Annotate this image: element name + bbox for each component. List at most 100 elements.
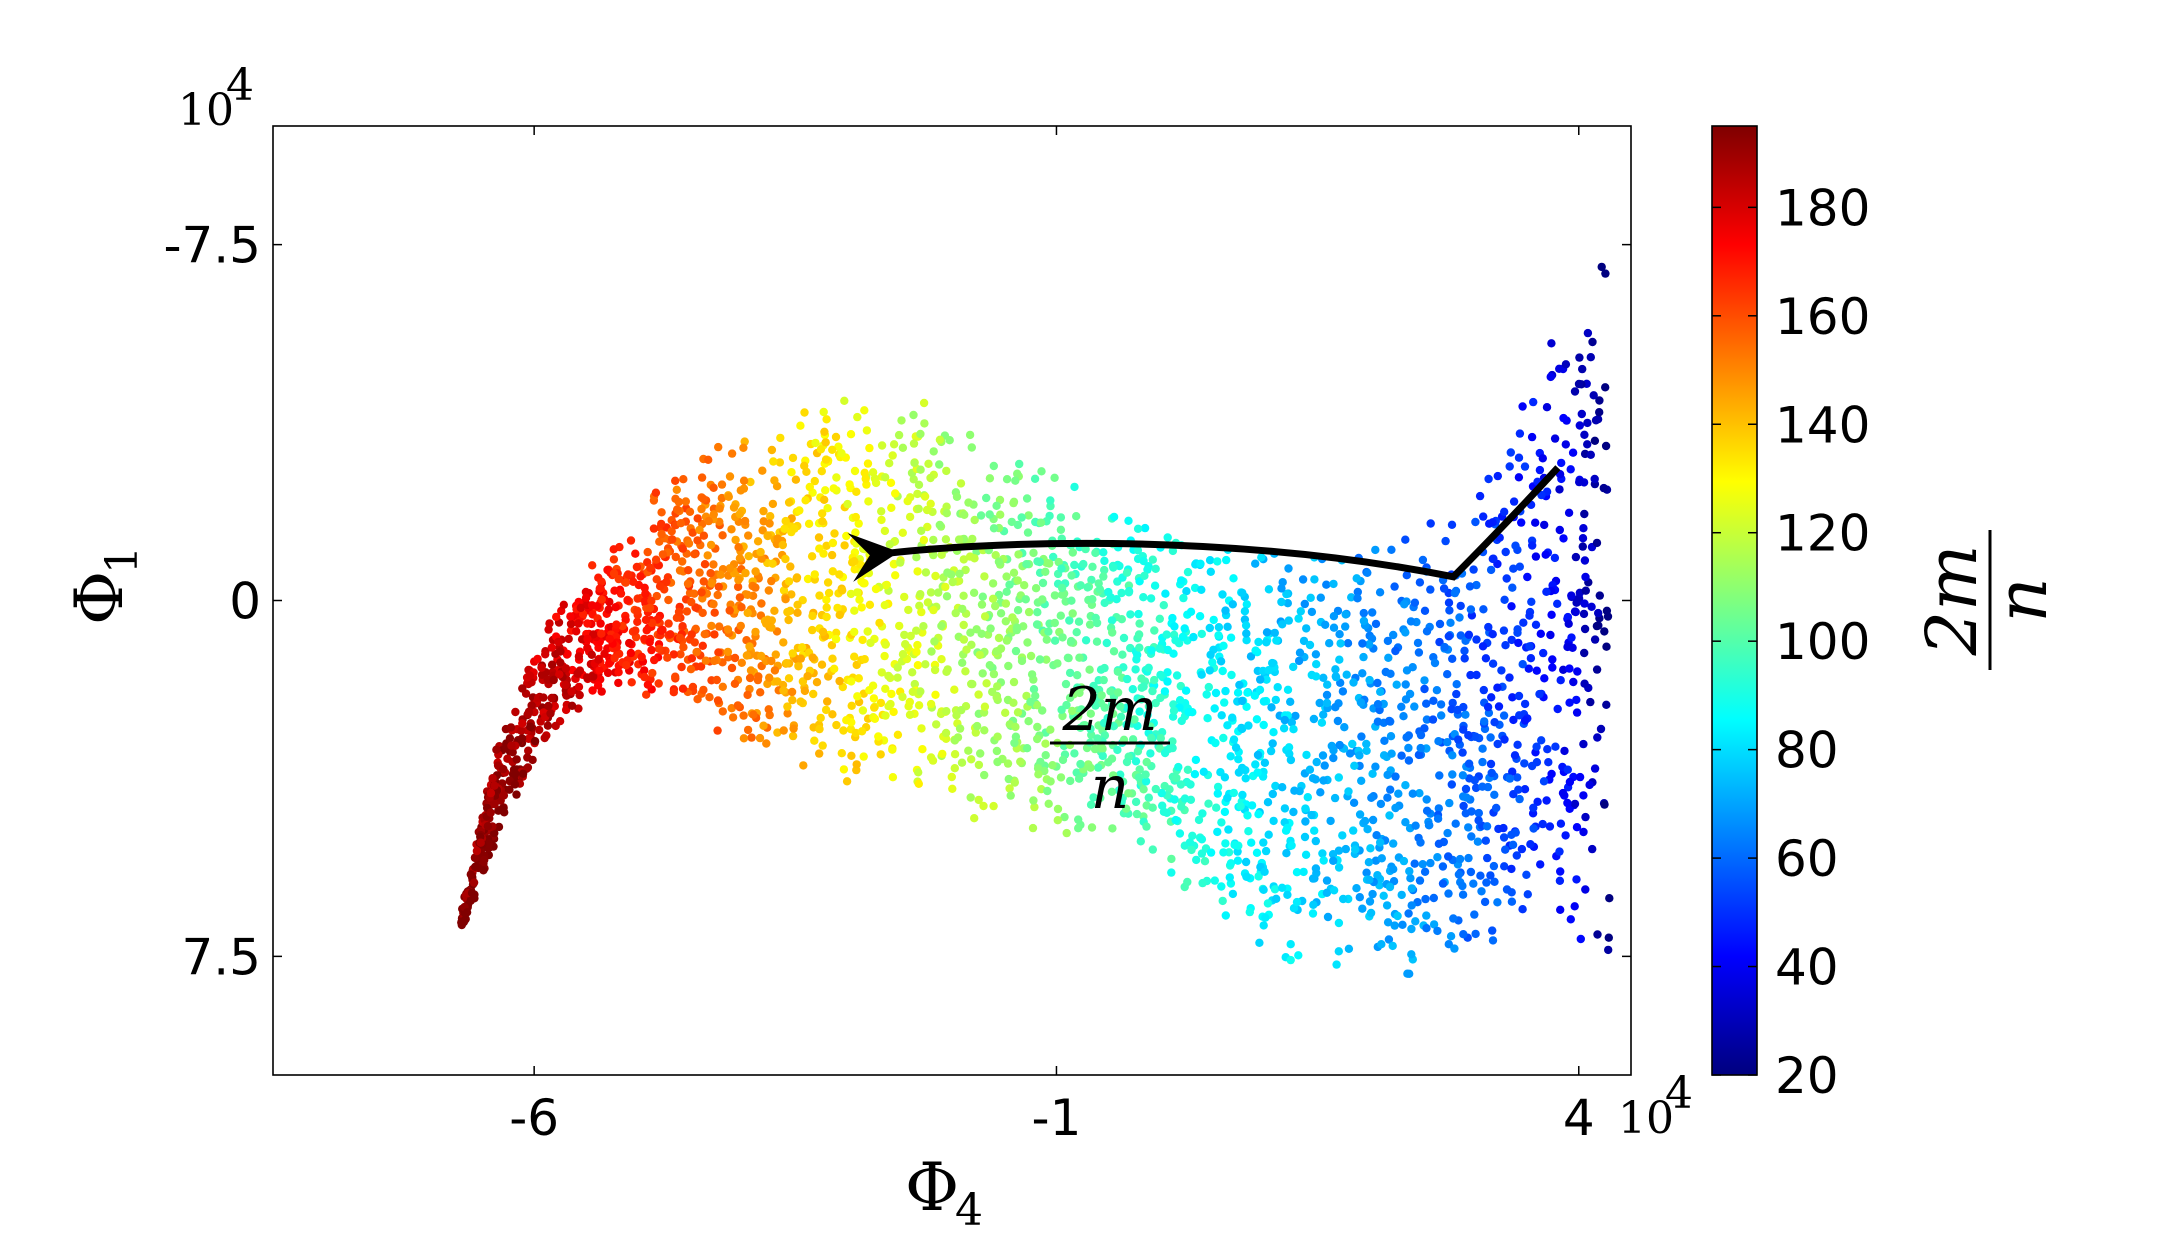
scatter-point — [1163, 677, 1172, 686]
scatter-point — [1553, 599, 1562, 608]
scatter-point — [671, 552, 680, 562]
scatter-point — [974, 795, 983, 805]
scatter-point — [1135, 643, 1144, 652]
scatter-point — [1135, 707, 1144, 716]
scatter-point — [678, 684, 688, 693]
scatter-point — [1489, 861, 1499, 871]
scatter-point — [1583, 328, 1593, 338]
scatter-point — [1032, 701, 1042, 710]
scatter-point — [978, 592, 987, 601]
scatter-point — [1174, 762, 1183, 772]
scatter-point — [1221, 606, 1230, 615]
scatter-point — [1268, 658, 1277, 668]
scatter-point — [1009, 568, 1019, 577]
scatter-point — [1527, 432, 1537, 442]
scatter-point — [1308, 909, 1318, 918]
scatter-point — [795, 506, 804, 515]
scatter-point — [574, 619, 583, 628]
scatter-point — [1569, 677, 1578, 687]
scatter-point — [810, 570, 819, 579]
scatter-point — [551, 721, 560, 731]
scatter-point — [1024, 607, 1034, 617]
arrow-label-denominator: n — [1091, 753, 1130, 823]
scatter-point — [1226, 633, 1236, 642]
scatter-point — [765, 673, 774, 682]
scatter-point — [1459, 930, 1468, 939]
scatter-point — [1001, 599, 1011, 608]
scatter-point — [499, 804, 508, 813]
scatter-point — [1397, 751, 1406, 760]
scatter-point — [1507, 897, 1517, 906]
scatter-point — [705, 693, 714, 702]
scatter-point — [1011, 722, 1020, 732]
scatter-point — [1291, 711, 1300, 721]
scatter-point — [974, 760, 984, 770]
scatter-point — [1490, 718, 1499, 727]
scatter-point — [1441, 536, 1450, 546]
scatter-point — [1404, 756, 1414, 765]
scatter-point — [992, 693, 1001, 702]
scatter-point — [889, 707, 898, 717]
scatter-point — [1167, 868, 1176, 877]
scatter-point — [865, 443, 874, 453]
scatter-point — [556, 647, 565, 656]
scatter-point — [1234, 755, 1243, 764]
scatter-point — [753, 675, 763, 685]
scatter-point — [1589, 391, 1598, 400]
scatter-point — [633, 594, 642, 603]
scatter-point — [1476, 871, 1485, 880]
scatter-point — [863, 627, 872, 636]
scatter-point — [1098, 751, 1108, 761]
scatter-point — [1422, 715, 1432, 724]
scatter-point — [621, 661, 631, 670]
colorbar-tick-label: 40 — [1775, 939, 1839, 997]
scatter-point — [1226, 752, 1235, 761]
scatter-point — [1531, 620, 1541, 629]
scatter-point — [1448, 751, 1457, 760]
scatter-point — [891, 489, 900, 498]
scatter-point — [905, 710, 915, 719]
scatter-point — [1009, 698, 1018, 707]
scatter-point — [1058, 755, 1068, 765]
scatter-point — [796, 421, 805, 430]
scatter-point — [1353, 594, 1362, 603]
y-multiplier-base: 10 — [178, 85, 234, 136]
scatter-point — [1580, 509, 1589, 519]
scatter-point — [1271, 695, 1281, 705]
scatter-point — [1251, 646, 1260, 655]
scatter-point — [605, 634, 614, 644]
scatter-point — [1066, 776, 1075, 786]
scatter-point — [1565, 698, 1574, 707]
scatter-point — [751, 627, 760, 637]
scatter-point — [1422, 806, 1432, 815]
scatter-point — [787, 468, 796, 477]
scatter-point — [1383, 770, 1392, 780]
scatter-point — [1229, 735, 1239, 744]
scatter-point — [1435, 619, 1445, 629]
scatter-point — [736, 486, 745, 495]
scatter-point — [853, 692, 862, 701]
scatter-point — [1581, 885, 1590, 894]
scatter-point — [725, 564, 734, 573]
scatter-point — [1371, 762, 1380, 771]
scatter-point — [1081, 636, 1091, 645]
scatter-point — [1600, 627, 1609, 636]
scatter-point — [1538, 819, 1547, 829]
scatter-point — [1479, 512, 1488, 521]
scatter-point — [820, 495, 829, 504]
scatter-point — [739, 476, 749, 485]
scatter-point — [1183, 877, 1192, 887]
scatter-point — [1574, 379, 1584, 389]
scatter-point — [1343, 639, 1353, 648]
scatter-point — [717, 480, 727, 489]
scatter-point — [1037, 467, 1046, 476]
scatter-point — [803, 672, 812, 681]
scatter-point — [561, 680, 570, 690]
scatter-point — [1022, 560, 1031, 569]
scatter-point — [1148, 686, 1157, 696]
scatter-point — [471, 862, 480, 871]
scatter-point — [980, 726, 989, 735]
scatter-point — [1480, 897, 1490, 907]
scatter-point — [1433, 853, 1442, 862]
scatter-point — [846, 589, 856, 599]
